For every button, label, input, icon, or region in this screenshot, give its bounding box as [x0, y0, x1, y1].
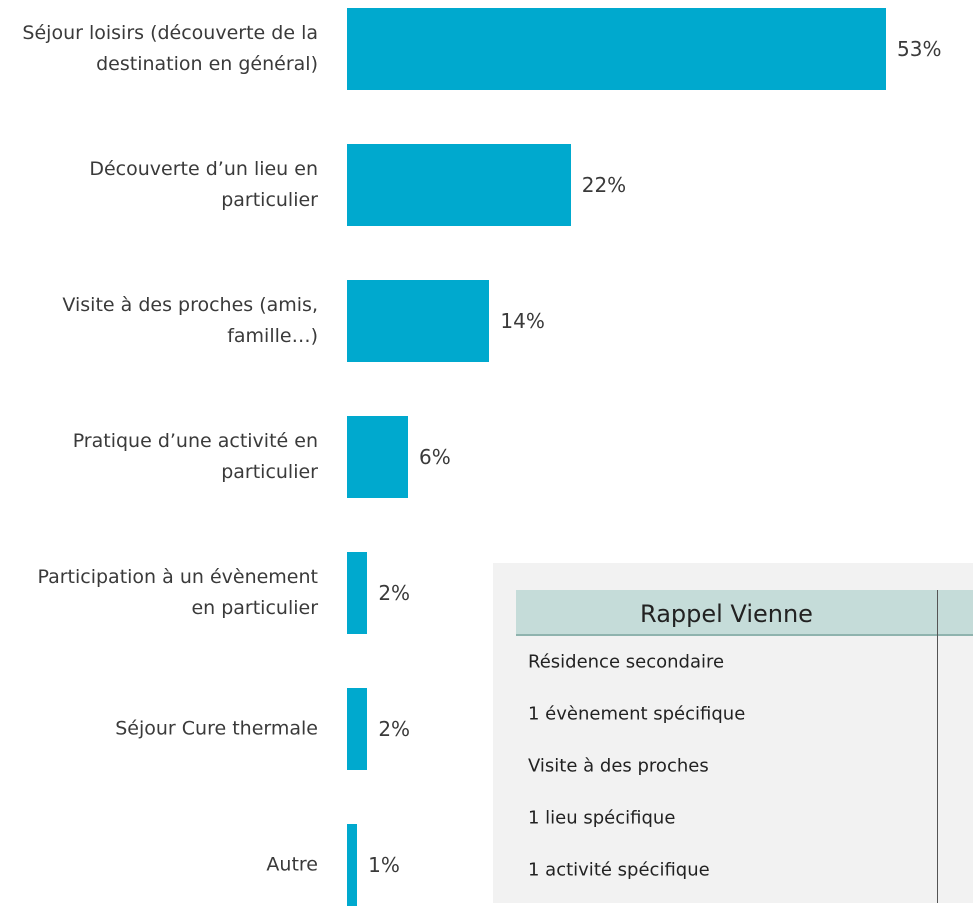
value-label: 6%	[419, 445, 451, 469]
bar	[347, 8, 886, 90]
table-cell: 1 activité spécifique	[528, 859, 710, 881]
bar	[347, 416, 409, 498]
table-cell: 1 évènement spécifique	[528, 703, 746, 725]
value-label: 2%	[378, 581, 411, 605]
category-label: Visite à des proches (amis, famille…)	[62, 294, 318, 347]
bar	[347, 280, 490, 362]
value-label: 2%	[378, 717, 411, 741]
category-label: Participation à un évènement en particul…	[37, 566, 318, 619]
table-header: Rappel Vienne	[640, 600, 813, 628]
table-cell: Résidence secondaire	[528, 651, 725, 673]
category-label: Séjour Cure thermale	[115, 717, 318, 740]
value-label: 22%	[581, 173, 627, 197]
category-label: Autre	[266, 853, 318, 876]
table-cell: 1 lieu spécifique	[528, 807, 676, 829]
bar	[347, 144, 571, 226]
table-divider	[937, 590, 938, 903]
table-header-band	[516, 590, 973, 636]
category-label: Découverte d’un lieu en particulier	[89, 158, 318, 211]
category-label: Séjour loisirs (découverte de la destina…	[22, 22, 318, 75]
category-label: Pratique d’une activité en particulier	[72, 430, 318, 483]
bar	[347, 688, 368, 770]
table-cell: Visite à des proches	[528, 755, 709, 777]
value-label: 14%	[500, 309, 545, 333]
bar	[347, 552, 368, 634]
bar	[347, 824, 358, 906]
value-label: 53%	[897, 37, 942, 61]
value-label: 1%	[368, 853, 400, 877]
